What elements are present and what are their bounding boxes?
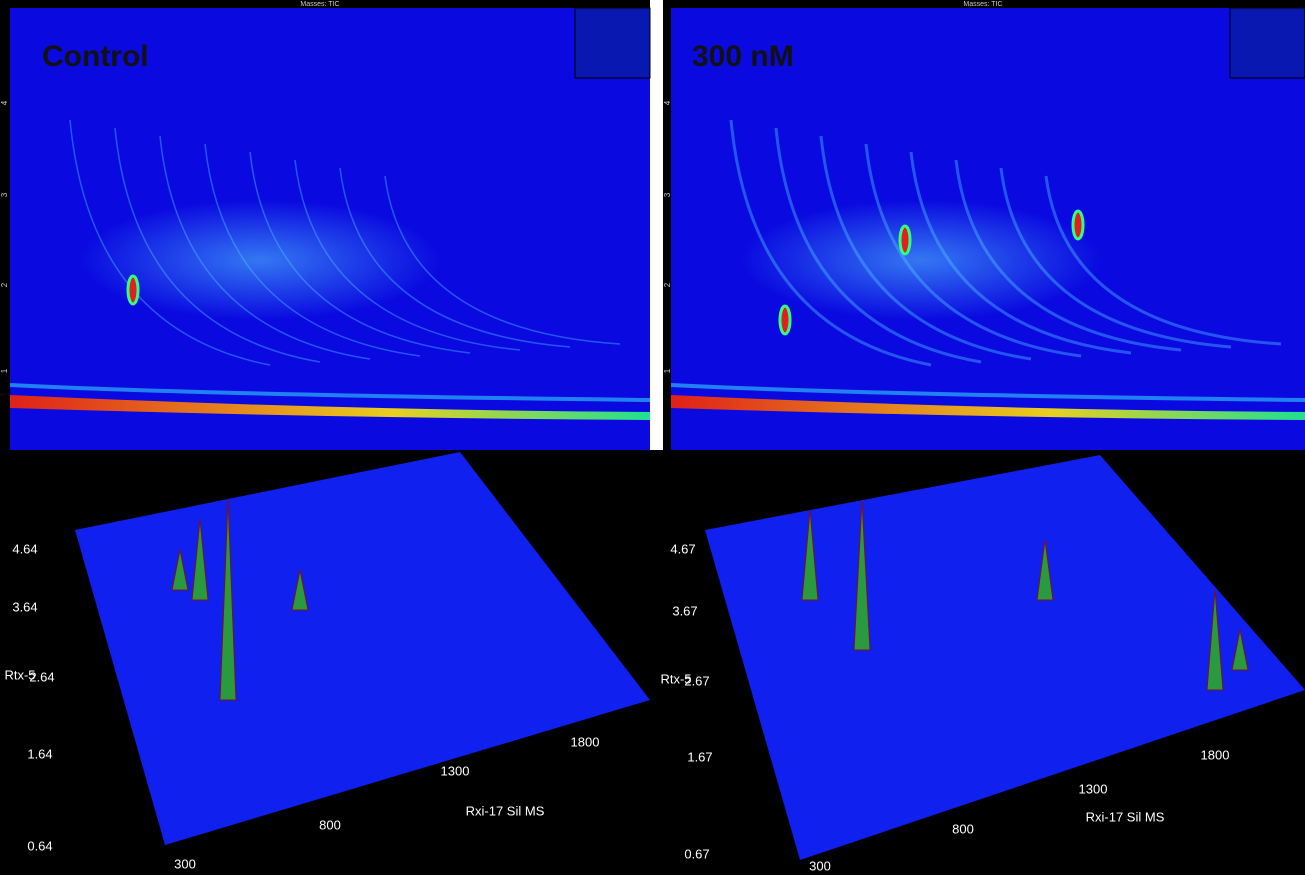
- surface-peak: [291, 569, 309, 611]
- y-tick-label: 2: [663, 282, 672, 287]
- x-tick-label: 1300: [441, 763, 470, 778]
- y-tick-label: 3: [0, 192, 9, 197]
- y-axis-label: Rtx-5: [660, 671, 691, 686]
- inset: [1229, 7, 1305, 79]
- y-tick-label: 2.67: [684, 673, 709, 688]
- peak: [778, 304, 792, 336]
- x-axis-label: Rxi-17 Sil MS: [466, 803, 545, 818]
- y-tick-label: 1.64: [27, 746, 52, 761]
- x-tick-label: 800: [952, 821, 974, 836]
- panel-header: Masses: TIC: [963, 1, 1002, 8]
- baseline-band: [10, 395, 650, 420]
- condition-label: 300 nM: [692, 40, 794, 73]
- axis-strip: [663, 0, 671, 450]
- y-tick-label: 2.64: [29, 669, 54, 684]
- y-tick-label: 4: [0, 100, 9, 105]
- y-tick-label: 4: [663, 100, 672, 105]
- y-tick-label: 4.67: [670, 541, 695, 556]
- y-tick-label: 3: [663, 192, 672, 197]
- panel-header: Masses: TIC: [300, 1, 339, 8]
- y-tick-label: 1: [663, 368, 672, 373]
- surface-peak: [219, 499, 237, 701]
- baseline-band: [671, 395, 1305, 420]
- y-tick-label: 2: [0, 282, 9, 287]
- y-tick-label: 1.67: [687, 749, 712, 764]
- surface-peak: [1036, 539, 1054, 601]
- surface-peak: [1231, 629, 1249, 671]
- y-axis-label: Rtx-5: [4, 667, 35, 682]
- baseline-band: [670, 383, 1305, 402]
- surface: [75, 452, 650, 845]
- surface-peak: [853, 499, 871, 651]
- surface-peak: [801, 509, 819, 601]
- y-tick-label: 3.67: [672, 603, 697, 618]
- y-tick-label: 4.64: [12, 541, 37, 556]
- peak: [898, 224, 912, 256]
- y-tick-label: 0.64: [27, 838, 52, 853]
- x-tick-label: 1800: [571, 734, 600, 749]
- glow: [741, 200, 1101, 320]
- surface-peak: [171, 549, 189, 591]
- x-axis-label: Rxi-17 Sil MS: [1086, 809, 1165, 824]
- axis-strip: [0, 0, 10, 450]
- x-tick-label: 800: [319, 817, 341, 832]
- x-tick-label: 1300: [1079, 781, 1108, 796]
- surface-peak: [1206, 589, 1224, 691]
- peak: [126, 274, 140, 306]
- surface-peak: [191, 519, 209, 601]
- inset: [574, 7, 651, 79]
- condition-label: Control: [42, 40, 149, 73]
- y-tick-label: 1: [0, 368, 9, 373]
- panel-header: [0, 0, 650, 8]
- y-tick-label: 0.67: [684, 846, 709, 861]
- x-tick-label: 300: [809, 858, 831, 873]
- x-tick-label: 1800: [1201, 747, 1230, 762]
- baseline-band: [9, 383, 651, 402]
- x-tick-label: 300: [174, 856, 196, 871]
- streak: [384, 175, 621, 345]
- labels: Masses: TIC Control 4 3 2 1 Masses: TIC 300 nM 4…: [0, 1, 1229, 874]
- peak: [1071, 209, 1085, 241]
- y-tick-label: 3.64: [12, 599, 37, 614]
- glow: [80, 200, 440, 320]
- surface: [705, 455, 1305, 860]
- decoration: [9, 119, 1305, 701]
- streak: [1044, 175, 1282, 346]
- panel-header: [663, 0, 1305, 8]
